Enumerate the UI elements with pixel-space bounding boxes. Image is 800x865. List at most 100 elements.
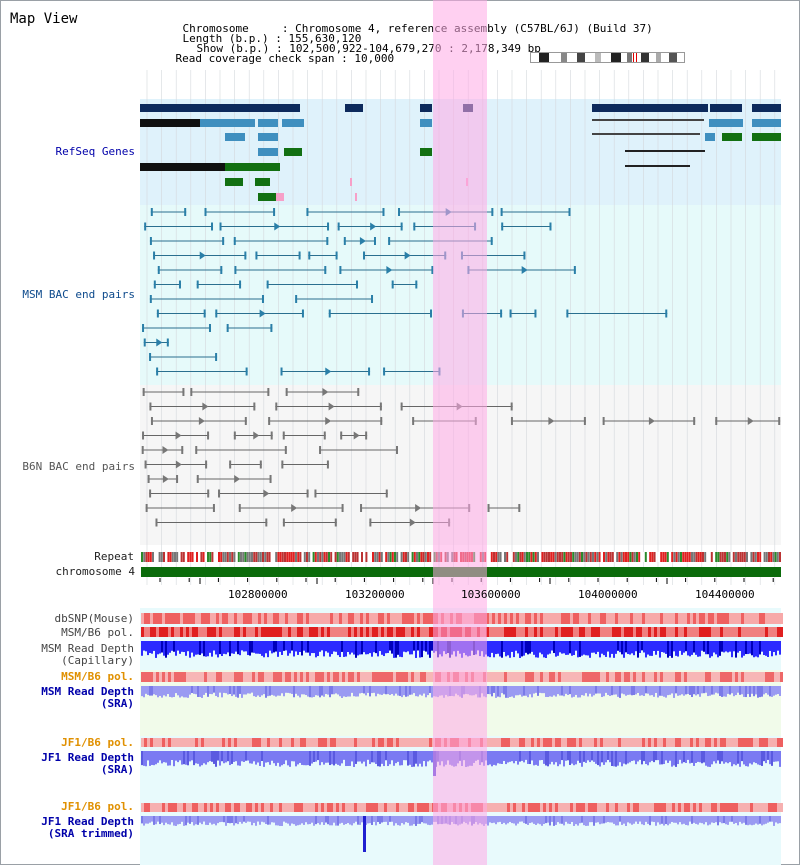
repeat-mark bbox=[163, 552, 165, 562]
read-depth-bar bbox=[699, 686, 701, 697]
read-depth-bar bbox=[223, 686, 225, 693]
polymorphism-mark bbox=[567, 627, 570, 637]
bac-arrow-mark bbox=[409, 518, 416, 527]
read-depth-bar bbox=[691, 686, 693, 698]
read-depth-bar bbox=[295, 751, 297, 767]
bac-arrow-mark bbox=[415, 504, 422, 512]
polymorphism-mark bbox=[399, 613, 402, 624]
read-depth-bar bbox=[541, 641, 543, 655]
polymorphism-mark bbox=[765, 803, 768, 812]
read-depth-bar bbox=[201, 686, 203, 698]
polymorphism-mark bbox=[522, 738, 525, 747]
read-depth-bar bbox=[593, 686, 595, 696]
read-depth-bar bbox=[751, 751, 753, 765]
read-depth-bar bbox=[275, 751, 277, 766]
polymorphism-mark bbox=[513, 803, 516, 812]
polymorphism-mark bbox=[255, 672, 258, 682]
polymorphism-mark bbox=[219, 672, 222, 682]
polymorphism-mark bbox=[369, 803, 372, 812]
polymorphism-mark bbox=[357, 738, 360, 747]
read-depth-bar bbox=[657, 686, 659, 698]
chromosome-ideogram[interactable] bbox=[530, 52, 685, 63]
read-depth-bar bbox=[727, 686, 729, 694]
repeat-mark bbox=[143, 552, 146, 562]
repeat-mark bbox=[746, 552, 748, 562]
read-depth-bar bbox=[417, 686, 419, 697]
read-depth-bar bbox=[489, 816, 491, 823]
polymorphism-mark bbox=[735, 613, 738, 624]
read-depth-bar bbox=[217, 751, 219, 761]
read-depth-bar bbox=[311, 686, 313, 698]
polymorphism-mark bbox=[552, 613, 555, 624]
read-depth-bar bbox=[333, 641, 335, 652]
read-depth-bar bbox=[637, 686, 639, 693]
repeat-mark bbox=[488, 552, 491, 562]
read-depth-bar bbox=[653, 751, 655, 763]
read-depth-bar bbox=[205, 751, 207, 765]
read-depth-bar bbox=[211, 816, 213, 825]
polymorphism-mark bbox=[738, 613, 741, 624]
b6n-bac-track-label[interactable]: B6N BAC end pairs bbox=[22, 460, 135, 473]
repeat-mark bbox=[587, 552, 590, 562]
read-depth-bar bbox=[701, 686, 703, 694]
polymorphism-mark bbox=[603, 672, 606, 682]
polymorphism-mark bbox=[378, 672, 381, 682]
refseq-track-label[interactable]: RefSeq Genes bbox=[55, 145, 135, 158]
polymorphism-mark bbox=[558, 672, 561, 682]
read-depth-bar bbox=[499, 641, 501, 657]
read-depth-bar bbox=[577, 816, 579, 826]
polymorphism-mark bbox=[750, 627, 753, 637]
read-depth-bar bbox=[769, 641, 771, 651]
read-depth-bar bbox=[519, 686, 521, 695]
read-depth-bar bbox=[329, 816, 331, 826]
repeat-mark bbox=[578, 552, 581, 562]
read-depth-bar bbox=[581, 751, 583, 767]
refseq-gene-bar bbox=[350, 178, 352, 186]
read-depth-bar bbox=[553, 641, 555, 654]
bac-end-mark bbox=[360, 504, 363, 512]
polymorphism-mark bbox=[678, 672, 681, 682]
read-depth-bar bbox=[321, 751, 323, 763]
read-depth-bar bbox=[749, 641, 751, 654]
read-depth-bar bbox=[737, 641, 739, 653]
polymorphism-mark bbox=[390, 613, 393, 624]
polymorphism-mark bbox=[237, 672, 240, 682]
repeat-mark bbox=[752, 552, 755, 562]
read-depth-bar bbox=[651, 686, 653, 696]
bac-end-mark bbox=[205, 460, 208, 469]
bac-end-mark bbox=[391, 280, 394, 289]
read-depth-bar bbox=[775, 816, 777, 823]
polymorphism-mark bbox=[768, 613, 771, 624]
read-depth-bar bbox=[381, 751, 383, 764]
bac-end-mark bbox=[491, 208, 494, 216]
read-depth-bar bbox=[681, 641, 683, 655]
bac-end-mark bbox=[204, 208, 207, 216]
read-depth-bar bbox=[235, 816, 237, 824]
polymorphism-mark bbox=[228, 672, 231, 682]
repeat-mark bbox=[710, 552, 713, 562]
read-depth-bar bbox=[141, 641, 143, 656]
polymorphism-mark bbox=[780, 627, 783, 637]
bac-end-mark bbox=[268, 417, 271, 425]
read-depth-bar bbox=[609, 641, 611, 658]
polymorphism-mark bbox=[192, 803, 195, 812]
polymorphism-mark bbox=[594, 672, 597, 682]
polymorphism-mark bbox=[360, 627, 363, 637]
read-depth-bar bbox=[777, 641, 779, 651]
read-depth-bar bbox=[621, 641, 623, 655]
polymorphism-mark bbox=[342, 627, 345, 637]
read-depth-bar bbox=[589, 751, 591, 763]
read-depth-bar bbox=[611, 751, 613, 766]
show-label: Show (b.p.) bbox=[196, 42, 270, 55]
polymorphism-mark bbox=[678, 803, 681, 812]
read-depth-bar bbox=[301, 816, 303, 824]
polymorphism-mark bbox=[597, 672, 600, 682]
read-depth-bar bbox=[275, 641, 277, 652]
polymorphism-mark bbox=[729, 627, 732, 637]
msm-bac-track-label[interactable]: MSM BAC end pairs bbox=[22, 288, 135, 301]
read-depth-bar bbox=[635, 751, 637, 765]
bac-end-mark bbox=[308, 251, 311, 260]
read-depth-bar bbox=[171, 686, 173, 698]
polymorphism-mark bbox=[327, 738, 330, 747]
